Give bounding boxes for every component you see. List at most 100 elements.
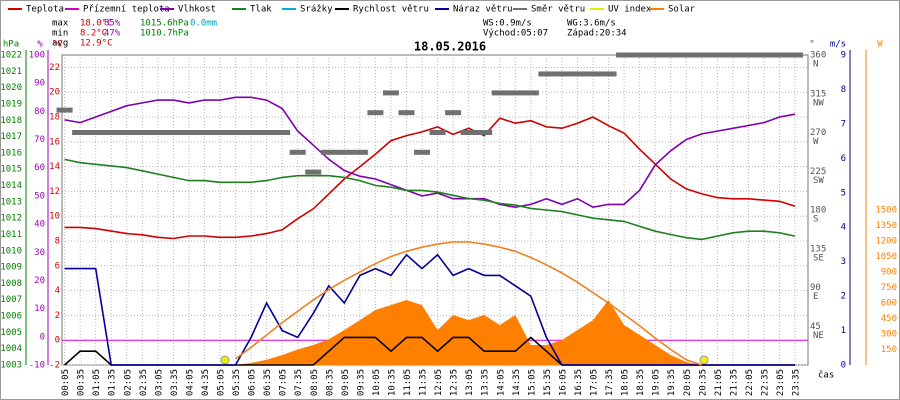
direction-dash bbox=[538, 71, 555, 77]
direction-dash bbox=[134, 130, 151, 135]
direction-dash bbox=[491, 90, 508, 96]
direction-dash bbox=[771, 52, 788, 58]
x-tick-label: 03:05 bbox=[154, 369, 164, 396]
y-tick-label: 50 bbox=[34, 191, 45, 201]
y-tick-label: 6 bbox=[841, 154, 846, 164]
stat-label: max bbox=[52, 19, 69, 29]
stat-value: 12.9°C bbox=[80, 39, 113, 49]
x-tick-label: 16:05 bbox=[558, 369, 568, 396]
legend-label: Náraz větru bbox=[453, 5, 513, 15]
y-tick-label: 100 bbox=[29, 51, 45, 61]
y-tick-label: 1008 bbox=[0, 279, 22, 289]
x-tick-label: 01:05 bbox=[92, 369, 102, 396]
x-tick-label: 19:05 bbox=[652, 369, 662, 396]
x-tick-label: 05:05 bbox=[217, 369, 227, 396]
y-tick-label: 1005 bbox=[0, 328, 22, 338]
plot-area bbox=[61, 54, 809, 366]
direction-dash bbox=[740, 52, 757, 58]
direction-dash bbox=[600, 71, 617, 77]
x-tick-label: 00:35 bbox=[77, 369, 87, 396]
x-tick-label: 14:05 bbox=[496, 369, 506, 396]
x-tick-label: 04:05 bbox=[185, 369, 195, 396]
legend-label: Směr větru bbox=[531, 5, 585, 15]
y-tick-label: 30 bbox=[34, 248, 45, 258]
compass-label: NW bbox=[813, 98, 824, 108]
x-tick-label: 11:35 bbox=[419, 369, 429, 396]
x-tick-label: 07:05 bbox=[279, 369, 289, 396]
y-tick-label: 150 bbox=[881, 345, 897, 355]
solar-area bbox=[64, 300, 796, 365]
x-tick-label: 05:35 bbox=[232, 369, 242, 396]
direction-dash bbox=[787, 52, 804, 58]
x-tick-label: 22:35 bbox=[760, 369, 770, 396]
y-tick-label: 1012 bbox=[0, 214, 22, 224]
direction-dash bbox=[522, 90, 539, 96]
series-line bbox=[64, 253, 795, 366]
legend-label: UV index bbox=[608, 5, 652, 15]
y-tick-label: 315 bbox=[810, 89, 826, 99]
x-tick-label: 04:35 bbox=[201, 369, 211, 396]
y-tick-label: 90 bbox=[34, 79, 45, 89]
y-tick-label: 5 bbox=[841, 188, 846, 198]
y-tick-label: 900 bbox=[881, 268, 897, 278]
stat-value: 8.2°C bbox=[80, 29, 107, 39]
x-tick-label: 11:05 bbox=[403, 369, 413, 396]
x-tick-label: 13:35 bbox=[481, 369, 491, 396]
x-tick-label: 09:35 bbox=[356, 369, 366, 396]
direction-dash bbox=[351, 149, 368, 155]
direction-dash bbox=[103, 130, 120, 135]
y-tick-label: 1500 bbox=[875, 206, 897, 216]
direction-dash bbox=[429, 130, 446, 135]
y-tick-label: -10 bbox=[29, 361, 45, 371]
direction-dash bbox=[87, 130, 104, 135]
direction-dash bbox=[320, 149, 337, 155]
direction-dash bbox=[460, 130, 477, 135]
stat-value: 1010.7hPa bbox=[140, 29, 189, 39]
series-line bbox=[64, 158, 796, 241]
direction-dash bbox=[476, 130, 493, 135]
x-tick-label: 00:05 bbox=[61, 369, 71, 396]
y-tick-label: 16 bbox=[49, 137, 60, 147]
y-tick-label: 10 bbox=[49, 212, 60, 222]
y-tick-label: 1007 bbox=[0, 295, 22, 305]
y-tick-label: 1018 bbox=[0, 116, 22, 126]
axis-title: % bbox=[37, 40, 43, 50]
compass-label: SE bbox=[813, 253, 824, 263]
legend-label: Tlak bbox=[250, 5, 272, 15]
y-tick-label: 1009 bbox=[0, 263, 22, 273]
direction-dash bbox=[662, 52, 679, 58]
series-line bbox=[235, 241, 703, 366]
y-tick-label: 1050 bbox=[875, 252, 897, 262]
axis-title: ° bbox=[809, 40, 814, 50]
x-tick-label: 08:05 bbox=[310, 369, 320, 396]
sun-time: Východ:05:07 bbox=[483, 29, 548, 39]
y-tick-label: 2 bbox=[55, 311, 60, 321]
direction-dash bbox=[367, 110, 384, 116]
y-tick-label: 8 bbox=[841, 85, 846, 95]
compass-label: E bbox=[813, 292, 818, 302]
direction-dash bbox=[382, 90, 399, 96]
x-tick-label: 01:35 bbox=[108, 369, 118, 396]
direction-dash bbox=[165, 130, 182, 135]
direction-dash bbox=[631, 52, 648, 58]
direction-dash bbox=[212, 130, 229, 135]
direction-dash bbox=[678, 52, 695, 58]
x-tick-label: 22:05 bbox=[745, 369, 755, 396]
axis-title: m/s bbox=[830, 40, 846, 50]
direction-dash bbox=[398, 110, 415, 116]
stat-value: 85% bbox=[104, 19, 121, 29]
y-tick-label: 750 bbox=[881, 283, 897, 293]
direction-dash bbox=[258, 130, 275, 135]
x-axis-label: čas bbox=[818, 370, 834, 381]
y-tick-label: 10 bbox=[34, 304, 45, 314]
y-tick-label: 1003 bbox=[0, 361, 22, 371]
x-tick-label: 13:05 bbox=[465, 369, 475, 396]
y-tick-label: 9 bbox=[841, 51, 846, 61]
stat-value: 0.0mm bbox=[190, 19, 217, 29]
x-tick-label: 12:35 bbox=[450, 369, 460, 396]
x-tick-label: 09:05 bbox=[341, 369, 351, 396]
direction-dash bbox=[289, 149, 306, 155]
compass-label: SW bbox=[813, 176, 824, 186]
direction-dash bbox=[149, 130, 166, 135]
